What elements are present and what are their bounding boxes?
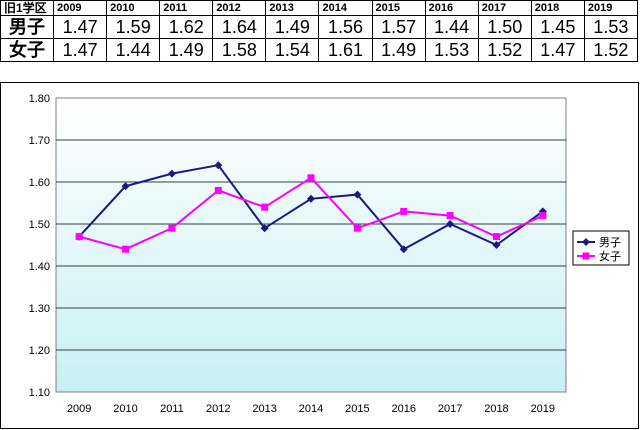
y-tick-label: 1.60 (29, 177, 50, 189)
table-cell: 1.47 (53, 38, 108, 62)
table-header-row: 旧1学区 2009 2010 2011 2012 2013 2014 2015 … (0, 0, 639, 16)
year-header: 2013 (265, 0, 320, 16)
table-cell: 1.52 (477, 38, 532, 62)
year-header: 2012 (212, 0, 267, 16)
x-axis: 2009 2010 2011 2012 2013 2014 2015 2016 2017 2018… (67, 403, 555, 415)
y-tick-label: 1.30 (29, 303, 50, 315)
year-header: 2017 (477, 0, 532, 16)
line-chart: 1.80 1.70 1.60 1.50 1.40 1.30 1.20 1.10 2009 201… (29, 93, 630, 415)
table-corner-label: 旧1学区 (0, 0, 55, 16)
table-row-girls: 女子 1.47 1.44 1.49 1.58 1.54 1.61 1.49 1.… (0, 38, 639, 62)
legend-label: 男子 (599, 236, 621, 249)
x-tick-label: 2010 (113, 403, 137, 415)
y-tick-label: 1.80 (29, 93, 50, 105)
row-label-girls: 女子 (0, 38, 55, 62)
table-cell: 1.53 (583, 15, 639, 39)
data-point-diamond (214, 161, 223, 170)
x-tick-label: 2011 (160, 403, 184, 415)
data-point-square (307, 174, 315, 182)
data-point-square (446, 212, 454, 220)
data-point-square (539, 212, 547, 220)
data-point-square (168, 224, 176, 232)
table-cell: 1.52 (583, 38, 639, 62)
year-header: 2011 (159, 0, 214, 16)
data-point-diamond (399, 245, 408, 254)
year-header: 2019 (583, 0, 639, 16)
table-cell: 1.44 (424, 15, 479, 39)
x-tick-label: 2019 (531, 403, 555, 415)
data-point-diamond (353, 190, 362, 199)
table-cell: 1.58 (212, 38, 267, 62)
y-tick-label: 1.10 (29, 387, 50, 399)
legend-marker (582, 252, 590, 260)
year-header: 2014 (318, 0, 373, 16)
x-tick-label: 2013 (252, 403, 276, 415)
y-tick-label: 1.70 (29, 135, 50, 147)
chart-area: 1.80 1.70 1.60 1.50 1.40 1.30 1.20 1.10 2009 201… (0, 82, 639, 429)
row-label-boys: 男子 (0, 15, 55, 39)
legend-label: 女子 (599, 249, 621, 263)
table-cell: 1.45 (530, 15, 585, 39)
year-header: 2015 (371, 0, 426, 16)
table-cell: 1.47 (530, 38, 585, 62)
x-tick-label: 2014 (299, 403, 323, 415)
table-cell: 1.49 (265, 15, 320, 39)
data-point-square (492, 233, 500, 241)
data-point-square (75, 233, 83, 241)
x-tick-label: 2016 (391, 403, 415, 415)
data-point-square (214, 186, 222, 194)
table-cell: 1.56 (318, 15, 373, 39)
x-tick-label: 2017 (438, 403, 462, 415)
table-cell: 1.47 (53, 15, 108, 39)
year-header: 2009 (53, 0, 108, 16)
table-cell: 1.53 (424, 38, 479, 62)
legend-box (572, 230, 630, 266)
data-table: 旧1学区 2009 2010 2011 2012 2013 2014 2015 … (0, 0, 639, 62)
data-point-square (261, 203, 269, 211)
data-point-square (400, 207, 408, 215)
table-row-boys: 男子 1.47 1.59 1.62 1.64 1.49 1.56 1.57 1.… (0, 15, 639, 39)
data-point-diamond (446, 220, 455, 228)
table-cell: 1.54 (265, 38, 320, 62)
x-tick-label: 2015 (345, 403, 369, 415)
table-cell: 1.44 (106, 38, 161, 62)
year-header: 2018 (530, 0, 585, 16)
y-tick-label: 1.20 (29, 345, 50, 357)
x-tick-label: 2009 (67, 403, 91, 415)
legend-marker (582, 238, 590, 246)
y-axis: 1.80 1.70 1.60 1.50 1.40 1.30 1.20 1.10 (29, 93, 50, 399)
data-point-diamond (167, 169, 176, 178)
table-cell: 1.57 (371, 15, 426, 39)
table-cell: 1.49 (159, 38, 214, 62)
x-tick-label: 2012 (206, 403, 230, 415)
year-header: 2016 (424, 0, 479, 16)
table-cell: 1.64 (212, 15, 267, 39)
x-tick-label: 2018 (484, 403, 508, 415)
data-point-diamond (492, 241, 501, 249)
y-tick-label: 1.50 (29, 219, 50, 231)
table-cell: 1.50 (477, 15, 532, 39)
series-lines (75, 161, 547, 254)
table-cell: 1.49 (371, 38, 426, 62)
table-cell: 1.61 (318, 38, 373, 62)
table-cell: 1.59 (106, 15, 161, 39)
plot-background (55, 97, 567, 393)
y-tick-label: 1.40 (29, 261, 50, 273)
data-point-diamond (260, 224, 269, 233)
data-point-square (122, 245, 130, 253)
data-point-diamond (121, 182, 130, 191)
table-cell: 1.62 (159, 15, 214, 39)
data-point-square (353, 224, 361, 232)
year-header: 2010 (106, 0, 161, 16)
data-point-diamond (307, 194, 315, 203)
